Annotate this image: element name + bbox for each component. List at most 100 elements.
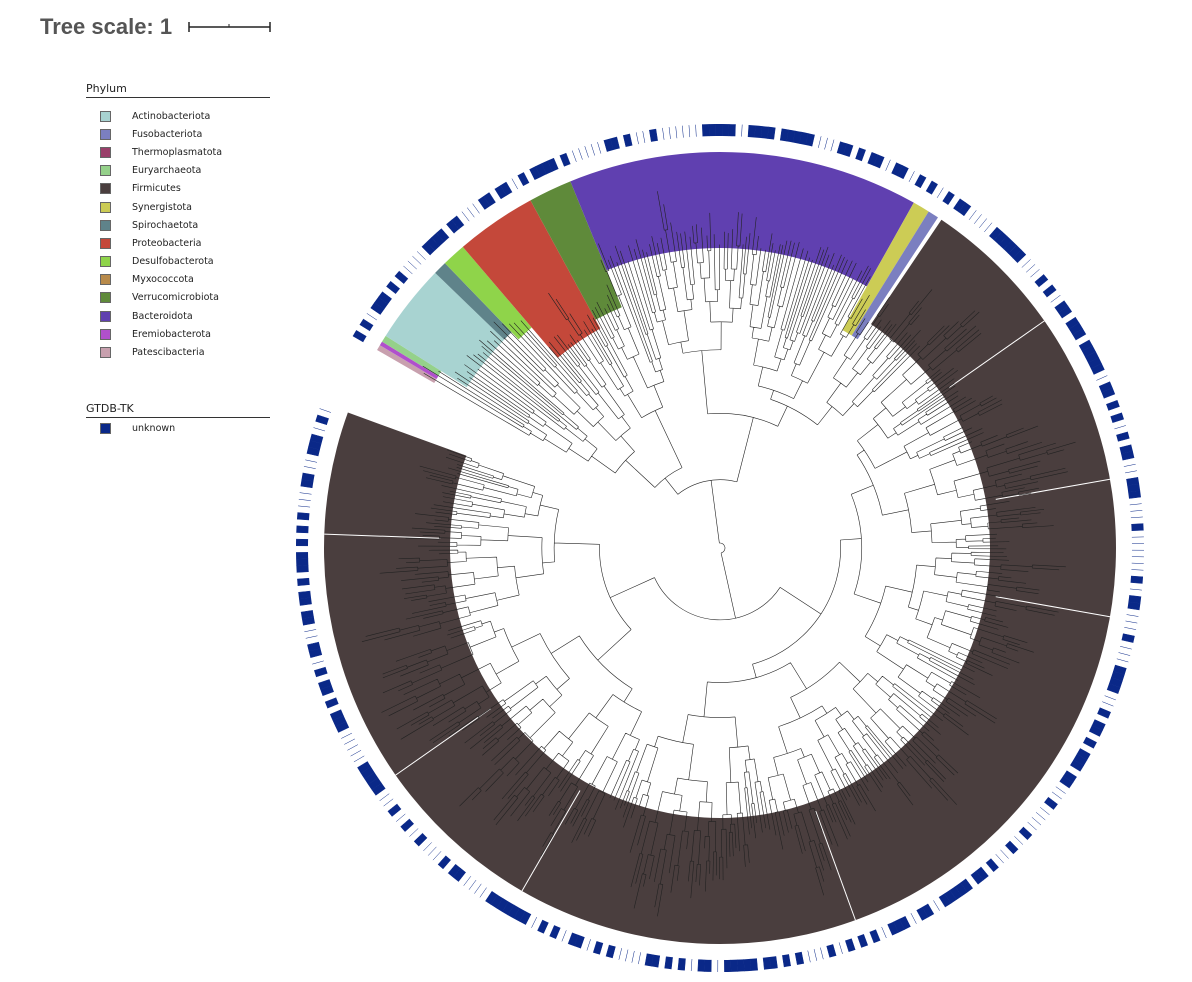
gtdb-ring-segment [316,673,330,684]
gtdb-ring-tick [836,141,841,154]
gtdb-ring-segment [300,610,314,619]
legend-item: Eremiobacterota [86,325,270,343]
gtdb-ring-segment [513,907,526,922]
gtdb-ring-tick [301,479,314,482]
gtdb-ring-tick [329,709,342,715]
gtdb-ring-tick [671,957,673,970]
gtdb-ring-segment [947,194,961,209]
gtdb-ring-segment [958,202,972,216]
gtdb-ring-segment [305,635,319,645]
gtdb-ring-tick [1129,503,1142,506]
gtdb-ring-tick [511,178,518,190]
legend-label: Desulfobacterota [132,256,214,268]
gtdb-ring-tick [519,910,526,922]
gtdb-ring-segment [1082,345,1096,358]
gtdb-ring-tick [315,673,328,678]
gtdb-ring-tick [695,124,697,137]
gtdb-ring-tick [1112,418,1125,423]
gtdb-ring-tick [1034,274,1045,283]
legend-label: Verrucomicrobiota [132,292,219,304]
legend-label: Myxococcota [132,274,194,286]
gtdb-ring-tick [409,828,419,837]
gtdb-ring-segment [549,925,561,939]
gtdb-ring-segment [399,265,413,279]
gtdb-ring-tick [304,629,317,633]
clade-synergistota [842,202,929,336]
gtdb-ring-tick [296,565,309,567]
gtdb-ring-segment [644,953,654,967]
gtdb-ring-tick [792,130,796,143]
gtdb-ring-segment [301,472,315,482]
gtdb-ring-tick [788,954,791,967]
gtdb-ring-tick [352,335,364,343]
gtdb-ring-segment [975,866,989,881]
gtdb-ring-tick [1106,399,1118,405]
gtdb-ring-segment [483,192,496,207]
gtdb-ring-segment [490,894,503,909]
gtdb-ring-tick [1102,701,1114,707]
gtdb-ring-segment [1123,464,1137,473]
gtdb-ring-tick [811,134,815,147]
gtdb-ring-tick [1126,614,1139,617]
legend-item: Myxococcota [86,271,270,289]
gtdb-ring-segment [413,833,428,847]
gtdb-ring-tick [375,788,386,796]
gtdb-ring-segment [1046,289,1061,303]
gtdb-ring-tick [599,942,604,955]
gtdb-ring-tick [296,525,309,527]
legend-swatch [100,256,111,268]
gtdb-ring-segment [873,154,885,169]
gtdb-ring-tick [887,924,893,936]
gtdb-ring-segment [897,165,909,179]
gtdb-ring-segment [296,525,309,533]
gtdb-ring-segment [1072,328,1087,341]
gtdb-ring-tick [356,330,367,337]
gtdb-ring-segment [662,127,671,140]
gtdb-ring-tick [1027,821,1037,831]
gtdb-ring-tick [1078,339,1090,346]
gtdb-ring-tick [315,420,327,426]
gtdb-ring-tick [427,846,437,856]
gtdb-ring-tick [298,499,311,501]
gtdb-ring-segment [792,130,802,144]
gtdb-ring-tick [1061,311,1073,319]
gtdb-ring-segment [1121,633,1135,643]
gtdb-ring-tick [400,818,410,827]
gtdb-ring-tick [452,868,461,878]
gtdb-ring-tick [616,136,620,149]
gtdb-ring-segment [541,160,553,175]
clade-verrucomicrobiota [530,181,622,320]
gtdb-ring-tick [537,919,543,931]
gtdb-ring-tick [863,934,869,946]
gtdb-ring-tick [916,909,923,921]
gtdb-ring-tick [517,175,524,187]
gtdb-ring-tick [1108,406,1120,411]
gtdb-ring-segment [428,846,442,861]
gtdb-ring-segment [383,798,398,812]
gtdb-ring-tick [426,241,436,251]
gtdb-ring-tick [298,590,311,593]
clade-separator [395,708,491,776]
scale-bar [188,22,271,32]
gtdb-ring-tick [386,286,396,294]
gtdb-ring-tick [1131,523,1144,525]
gtdb-ring-tick [357,761,368,768]
gtdb-ring-tick [322,691,334,697]
gtdb-ring-tick [547,160,553,172]
gtdb-ring-segment [1128,595,1142,604]
gtdb-ring-segment [969,210,982,224]
gtdb-ring-tick [1042,284,1053,293]
gtdb-ring-tick [824,137,828,150]
gtdb-ring-segment [531,917,543,931]
gtdb-ring-tick [431,237,440,247]
gtdb-ring-tick [370,307,381,315]
gtdb-ring-tick [404,823,414,832]
gtdb-ring-tick [1122,633,1135,637]
gtdb-ring-tick [300,610,313,613]
gtdb-ring-tick [947,194,955,205]
gtdb-ring-tick [490,894,498,905]
gtdb-ring-tick [395,813,406,822]
gtdb-ring-tick [857,936,862,948]
gtdb-ring-segment [375,788,390,801]
